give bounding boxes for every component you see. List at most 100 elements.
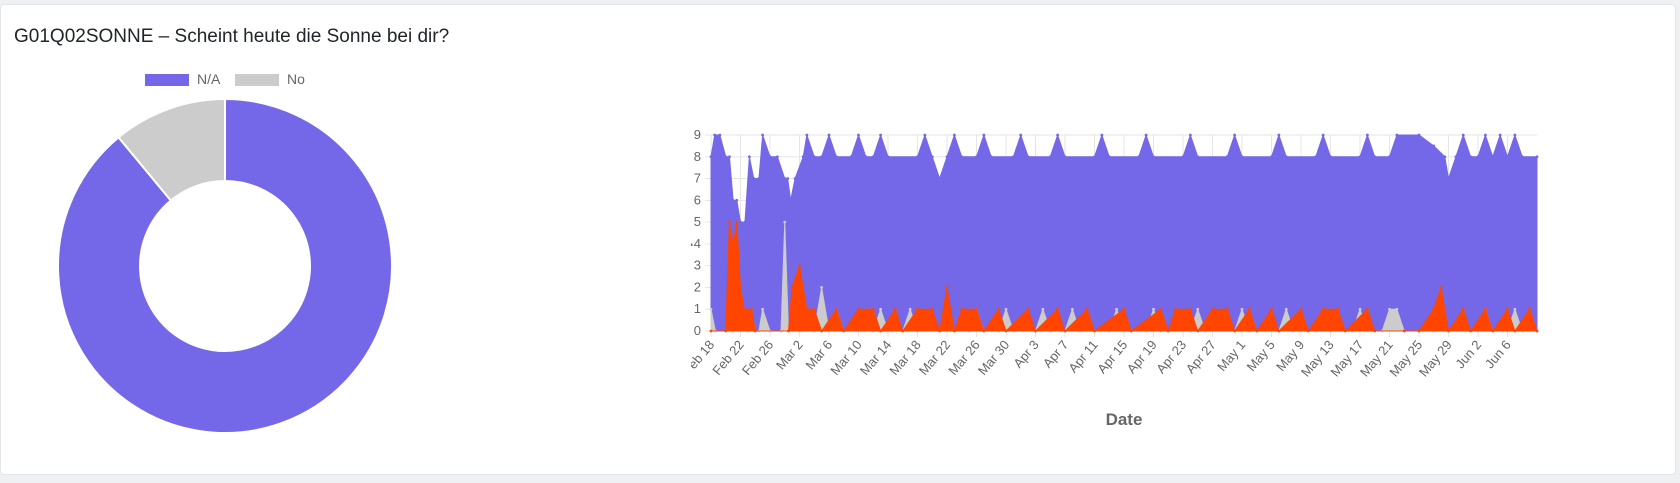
series-2-point[interactable] [1277, 329, 1281, 333]
series-2-point[interactable] [930, 307, 934, 311]
series-2-point[interactable] [1513, 329, 1517, 333]
series-0-point[interactable] [1365, 133, 1369, 137]
series-0-point[interactable] [801, 155, 805, 159]
series-2-point[interactable] [1063, 329, 1067, 333]
series-0-point[interactable] [1063, 155, 1067, 159]
series-1-point[interactable] [1513, 307, 1517, 311]
series-2-point[interactable] [742, 307, 746, 311]
series-0-point[interactable] [923, 133, 927, 137]
series-0-point[interactable] [1277, 133, 1281, 137]
legend-label-1[interactable]: No [287, 71, 305, 87]
series-0-point[interactable] [1513, 133, 1517, 137]
series-2-point[interactable] [1196, 329, 1200, 333]
series-1-point[interactable] [908, 307, 912, 311]
series-2-point[interactable] [739, 286, 742, 289]
series-2-point[interactable] [1365, 307, 1369, 311]
series-2-point[interactable] [731, 242, 735, 246]
series-0-point[interactable] [1373, 155, 1377, 159]
series-2-point[interactable] [857, 307, 860, 311]
series-1-point[interactable] [1004, 307, 1008, 311]
series-0-point[interactable] [728, 155, 731, 159]
series-0-point[interactable] [1443, 155, 1447, 159]
series-0-point[interactable] [1233, 133, 1237, 137]
series-2-point[interactable] [798, 264, 801, 268]
series-0-point[interactable] [1454, 155, 1458, 159]
series-2-point[interactable] [982, 329, 986, 333]
series-0-point[interactable] [1506, 155, 1509, 159]
series-2-point[interactable] [1447, 329, 1450, 333]
series-2-point[interactable] [805, 307, 809, 311]
series-1-point[interactable] [709, 307, 713, 311]
series-0-point[interactable] [768, 155, 772, 159]
series-2-point[interactable] [975, 307, 978, 311]
series-2-point[interactable] [1188, 307, 1192, 311]
series-0-point[interactable] [1026, 155, 1030, 159]
series-2-point[interactable] [1233, 329, 1237, 333]
series-2-point[interactable] [842, 329, 846, 333]
series-0-point[interactable] [1270, 155, 1273, 159]
series-0-point[interactable] [827, 133, 831, 137]
series-2-point[interactable] [952, 329, 956, 333]
series-0-point[interactable] [857, 133, 860, 137]
series-0-point[interactable] [1137, 155, 1141, 159]
donut-slice-0[interactable] [57, 97, 393, 434]
series-0-point[interactable] [1284, 155, 1288, 159]
series-0-point[interactable] [1395, 133, 1399, 137]
series-2-point[interactable] [790, 286, 794, 289]
series-0-point[interactable] [871, 155, 875, 159]
series-2-point[interactable] [1417, 329, 1421, 333]
series-2-point[interactable] [1034, 329, 1037, 333]
series-2-point[interactable] [728, 220, 731, 224]
series-1-point[interactable] [1395, 307, 1399, 311]
series-0-point[interactable] [1100, 133, 1104, 137]
series-2-point[interactable] [1402, 329, 1406, 333]
series-2-point[interactable] [945, 286, 949, 289]
series-0-point[interactable] [752, 177, 756, 180]
series-2-point[interactable] [1343, 329, 1347, 333]
series-2-point[interactable] [820, 329, 824, 333]
series-0-point[interactable] [761, 133, 765, 137]
series-0-point[interactable] [1011, 155, 1015, 159]
series-1-point[interactable] [820, 286, 824, 289]
series-2-point[interactable] [1255, 329, 1259, 333]
series-0-point[interactable] [916, 155, 919, 159]
series-0-point[interactable] [1019, 133, 1023, 137]
series-0-point[interactable] [886, 155, 890, 159]
series-0-point[interactable] [786, 177, 790, 180]
series-0-point[interactable] [930, 155, 934, 159]
series-0-point[interactable] [1152, 155, 1155, 159]
series-0-point[interactable] [1483, 133, 1487, 137]
series-2-point[interactable] [724, 329, 728, 333]
series-0-point[interactable] [820, 155, 824, 159]
series-0-point[interactable] [747, 155, 751, 159]
series-2-point[interactable] [753, 329, 757, 333]
series-0-point[interactable] [743, 220, 747, 224]
series-0-point[interactable] [812, 155, 816, 159]
series-0-point[interactable] [1056, 133, 1060, 137]
series-0-point[interactable] [1535, 155, 1539, 159]
series-2-point[interactable] [1424, 318, 1428, 322]
series-2-point[interactable] [709, 329, 713, 333]
series-0-point[interactable] [1476, 155, 1480, 159]
series-0-point[interactable] [783, 177, 787, 180]
series-0-point[interactable] [724, 155, 728, 159]
series-2-point[interactable] [1122, 307, 1126, 311]
series-2-point[interactable] [1321, 307, 1325, 311]
series-0-point[interactable] [864, 155, 868, 159]
series-2-point[interactable] [1270, 307, 1273, 311]
series-0-point[interactable] [975, 155, 978, 159]
series-2-point[interactable] [1247, 307, 1251, 311]
series-0-point[interactable] [945, 155, 949, 159]
series-2-point[interactable] [901, 329, 905, 333]
series-0-point[interactable] [1329, 155, 1332, 159]
series-2-point[interactable] [1373, 329, 1377, 333]
donut-slice-1[interactable] [117, 97, 226, 202]
series-0-point[interactable] [789, 198, 793, 202]
series-0-point[interactable] [775, 155, 779, 159]
series-0-point[interactable] [1469, 155, 1473, 159]
series-0-point[interactable] [1461, 133, 1465, 137]
series-2-point[interactable] [960, 307, 964, 311]
series-2-point[interactable] [1159, 307, 1163, 311]
series-0-point[interactable] [1520, 155, 1524, 159]
series-0-point[interactable] [960, 155, 964, 159]
